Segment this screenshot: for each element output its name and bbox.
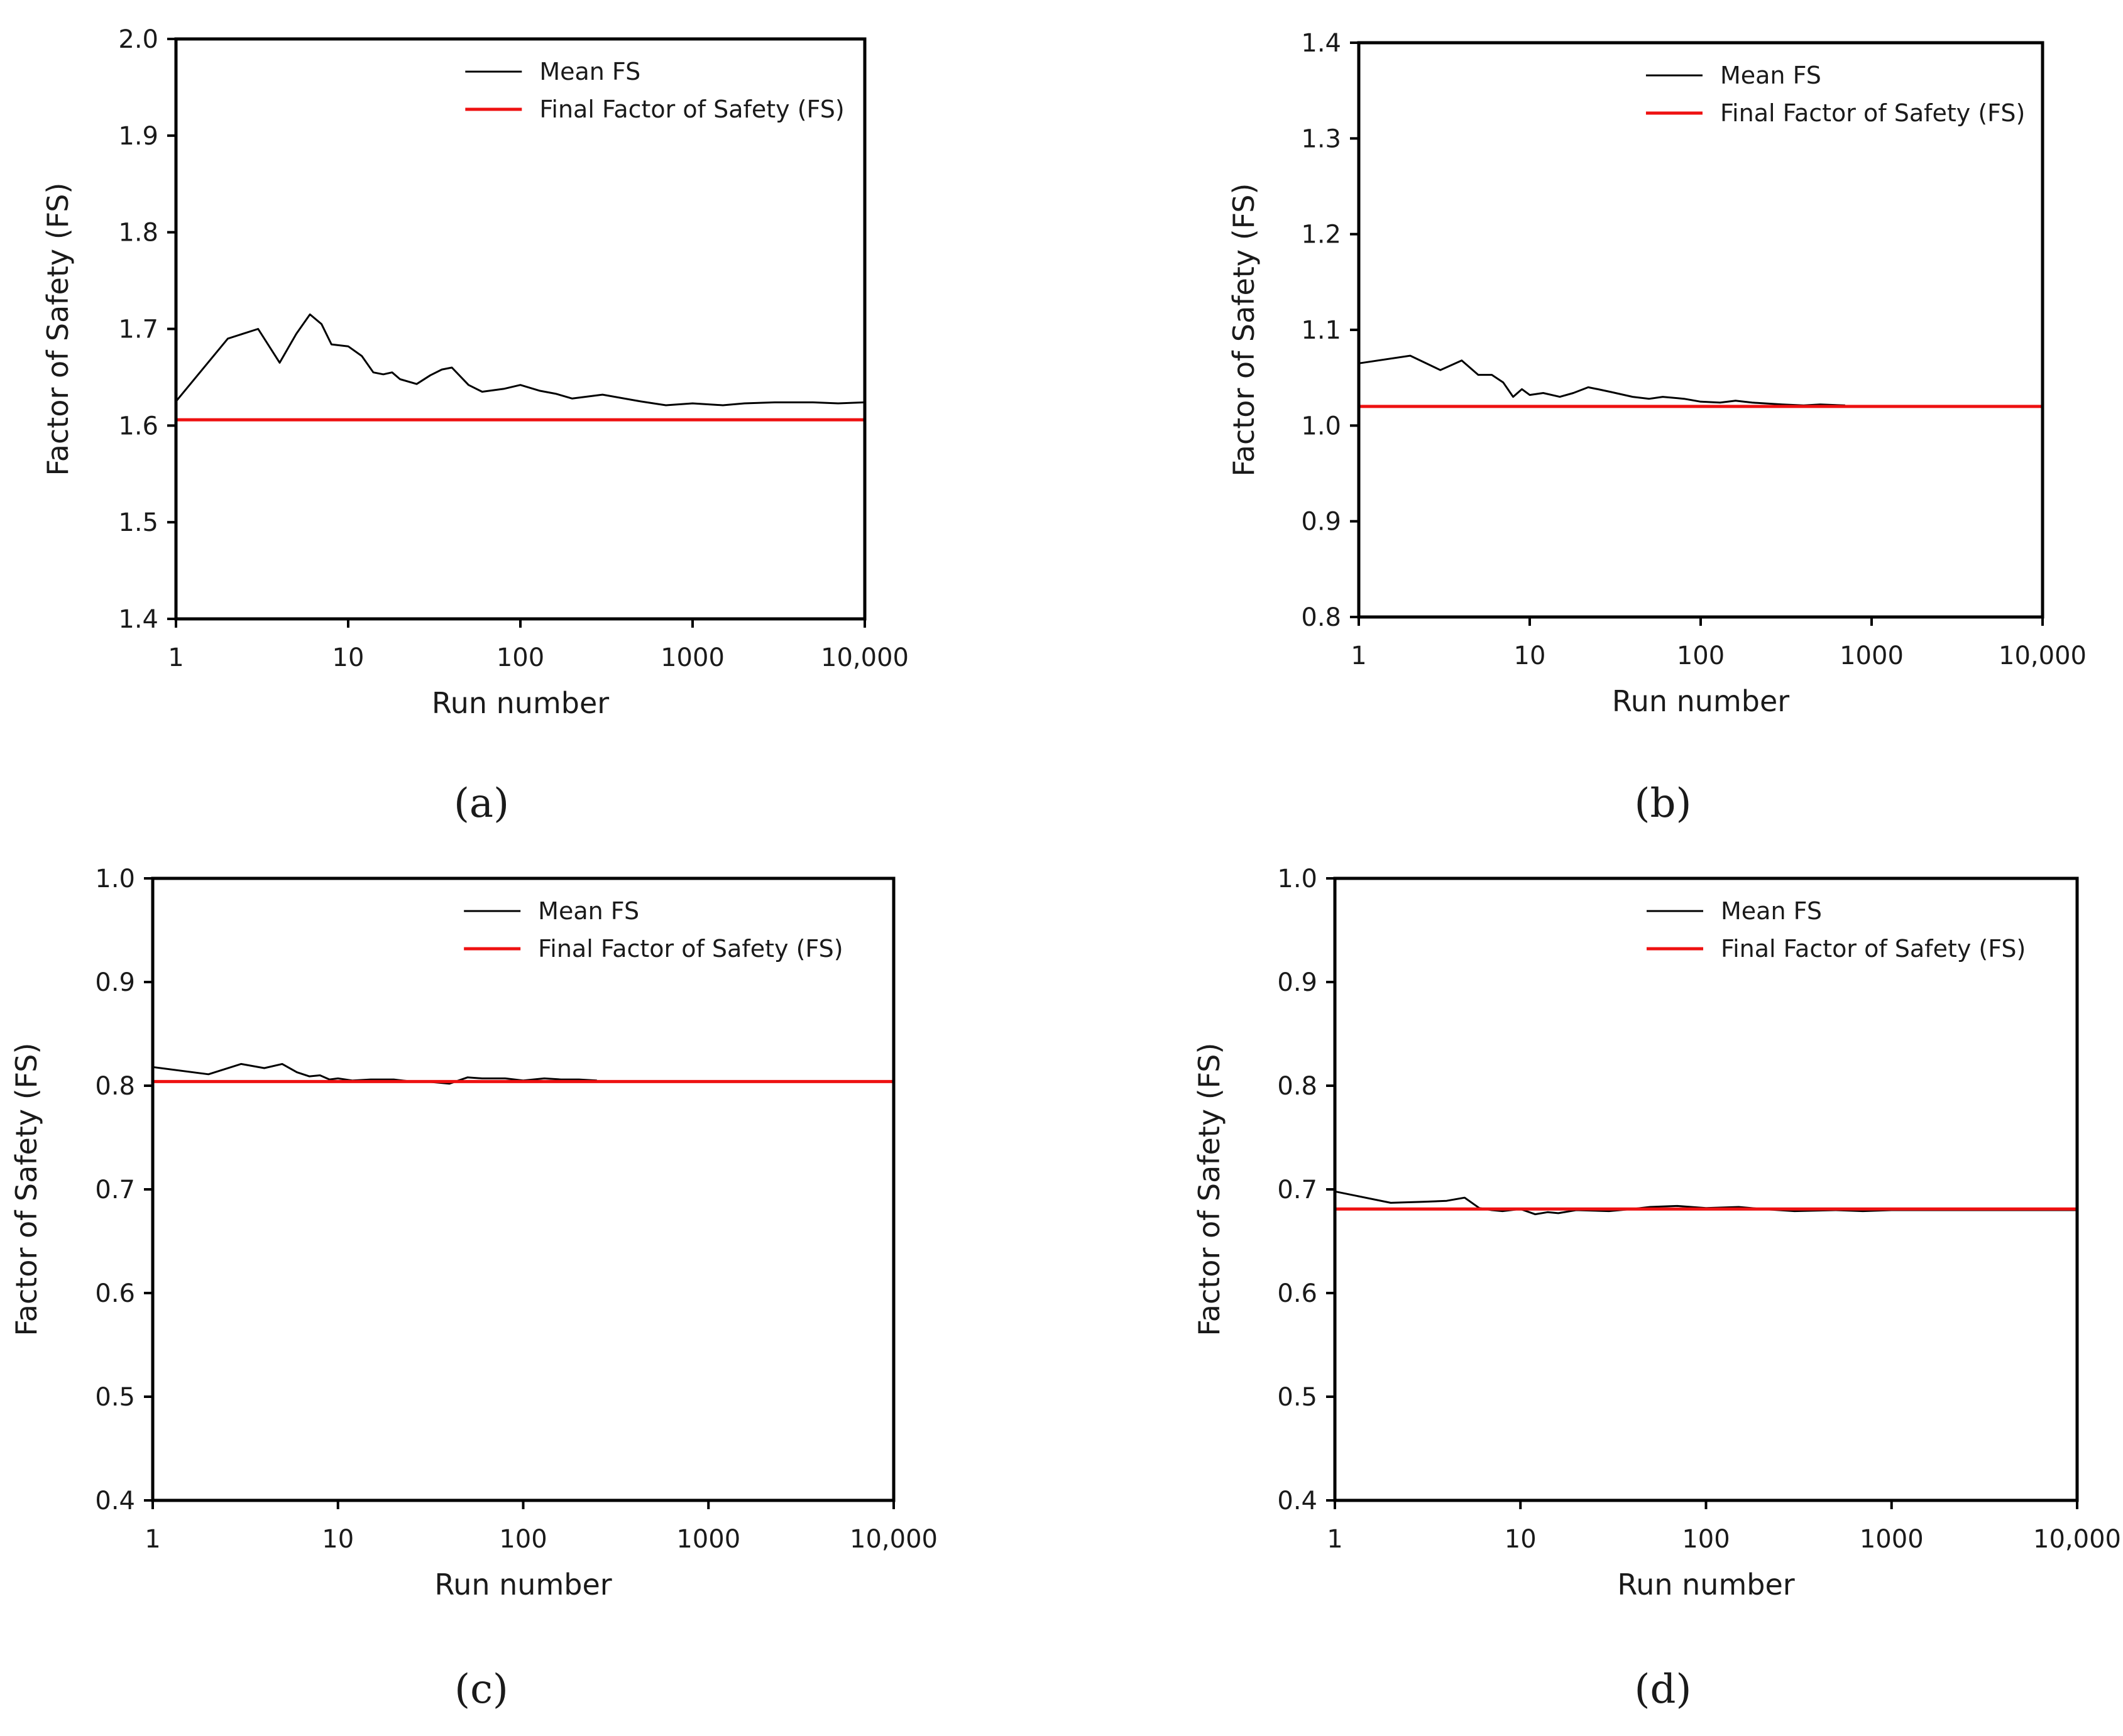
x-tick-label: 100: [1682, 1525, 1730, 1554]
y-tick-label: 1.4: [118, 605, 158, 634]
y-tick-label: 1.8: [118, 219, 158, 248]
x-tick-label: 10,000: [1999, 641, 2087, 670]
panel-label: (c): [454, 1666, 508, 1713]
legend-label: Mean FS: [538, 897, 639, 925]
x-tick-label: 10,000: [850, 1525, 938, 1554]
y-tick-label: 1.0: [1277, 865, 1317, 893]
y-tick-label: 0.4: [1277, 1487, 1317, 1515]
y-tick-label: 0.8: [1277, 1072, 1317, 1101]
y-tick-label: 1.3: [1301, 124, 1341, 153]
panel-d: 1 10 100 1000 10,000 0.4 0.5 0.6 0.7 0.8 0.9 1.0 Run…: [1192, 865, 2121, 1713]
y-tick-label: 1.2: [1301, 221, 1341, 249]
legend-label: Final Factor of Safety (FS): [1721, 935, 2026, 963]
legend-label: Mean FS: [1720, 62, 1821, 89]
legend-label: Mean FS: [539, 58, 640, 85]
x-tick-label: 10: [322, 1525, 354, 1554]
x-tick-label: 10: [1514, 641, 1546, 670]
mean-fs-line: [1358, 354, 1845, 407]
y-tick-label: 1.0: [95, 865, 135, 893]
x-tick-label: 10: [332, 643, 365, 672]
legend-label: Final Factor of Safety (FS): [539, 96, 844, 123]
y-axis-label: Factor of Safety (FS): [9, 1043, 43, 1336]
x-tick-label: 100: [496, 643, 544, 672]
x-axis-label: Run number: [434, 1568, 612, 1602]
y-tick-label: 0.6: [1277, 1279, 1317, 1308]
y-tick-label: 1.1: [1301, 316, 1341, 345]
x-axis-label: Run number: [432, 686, 609, 720]
y-tick-label: 1.0: [1301, 412, 1341, 440]
mean-fs-line: [175, 313, 865, 407]
x-tick-label: 100: [1677, 641, 1725, 670]
y-tick-label: 0.4: [95, 1487, 135, 1515]
x-tick-label: 1000: [1840, 641, 1904, 670]
plot-frame: [1333, 876, 2079, 1502]
plot-frame: [1357, 41, 2044, 619]
y-tick-label: 0.6: [95, 1279, 135, 1308]
x-tick-label: 10,000: [821, 643, 909, 672]
y-tick-label: 1.6: [118, 412, 158, 440]
panel-c: 1 10 100 1000 10,000 0.4 0.5 0.6 0.7 0.8 0.9 1.0 Run…: [9, 865, 938, 1713]
panel-label: (b): [1635, 780, 1692, 827]
x-tick-label: 1000: [1860, 1525, 1924, 1554]
x-tick-label: 10: [1505, 1525, 1537, 1554]
x-axis-label: Run number: [1612, 684, 1789, 718]
x-tick-label: 1000: [676, 1525, 740, 1554]
y-axis-label: Factor of Safety (FS): [1192, 1043, 1226, 1336]
legend-label: Final Factor of Safety (FS): [538, 935, 843, 963]
y-tick-label: 1.5: [118, 508, 158, 537]
legend-label: Mean FS: [1721, 897, 1822, 925]
y-tick-label: 0.5: [1277, 1383, 1317, 1412]
y-tick-label: 1.7: [118, 315, 158, 344]
x-tick-label: 1: [1327, 1525, 1342, 1554]
y-axis-label: Factor of Safety (FS): [1227, 183, 1261, 477]
x-tick-label: 1: [145, 1525, 160, 1554]
y-axis-label: Factor of Safety (FS): [41, 183, 75, 476]
y-tick-label: 0.8: [1301, 603, 1341, 632]
x-tick-label: 100: [499, 1525, 547, 1554]
mean-fs-line: [1334, 1190, 2077, 1216]
x-tick-label: 1000: [661, 643, 725, 672]
x-axis-label: Run number: [1617, 1568, 1794, 1602]
y-tick-label: 2.0: [118, 25, 158, 54]
y-tick-label: 0.7: [95, 1176, 135, 1204]
panel-a: 1 10 100 1000 10,000 1.4 1.5 1.6 1.7 1.8 1.9 2.0 Run…: [41, 25, 909, 827]
panel-label: (d): [1635, 1666, 1692, 1713]
y-tick-label: 0.5: [95, 1383, 135, 1412]
panel-b: 1 10 100 1000 10,000 0.8 0.9 1.0 1.1 1.2 1.3 1.4 Run…: [1227, 29, 2087, 827]
plot-frame: [151, 876, 896, 1502]
y-tick-label: 0.8: [95, 1072, 135, 1101]
y-tick-label: 0.9: [95, 968, 135, 997]
plot-frame: [174, 37, 867, 621]
legend-label: Final Factor of Safety (FS): [1720, 99, 2025, 127]
y-tick-label: 0.7: [1277, 1176, 1317, 1204]
y-tick-label: 1.4: [1301, 29, 1341, 58]
y-tick-label: 0.9: [1277, 968, 1317, 997]
y-tick-label: 1.9: [118, 122, 158, 151]
x-tick-label: 1: [1351, 641, 1366, 670]
x-tick-label: 10,000: [2033, 1525, 2121, 1554]
y-tick-label: 0.9: [1301, 508, 1341, 537]
panel-label: (a): [454, 780, 509, 827]
x-tick-label: 1: [168, 643, 184, 672]
